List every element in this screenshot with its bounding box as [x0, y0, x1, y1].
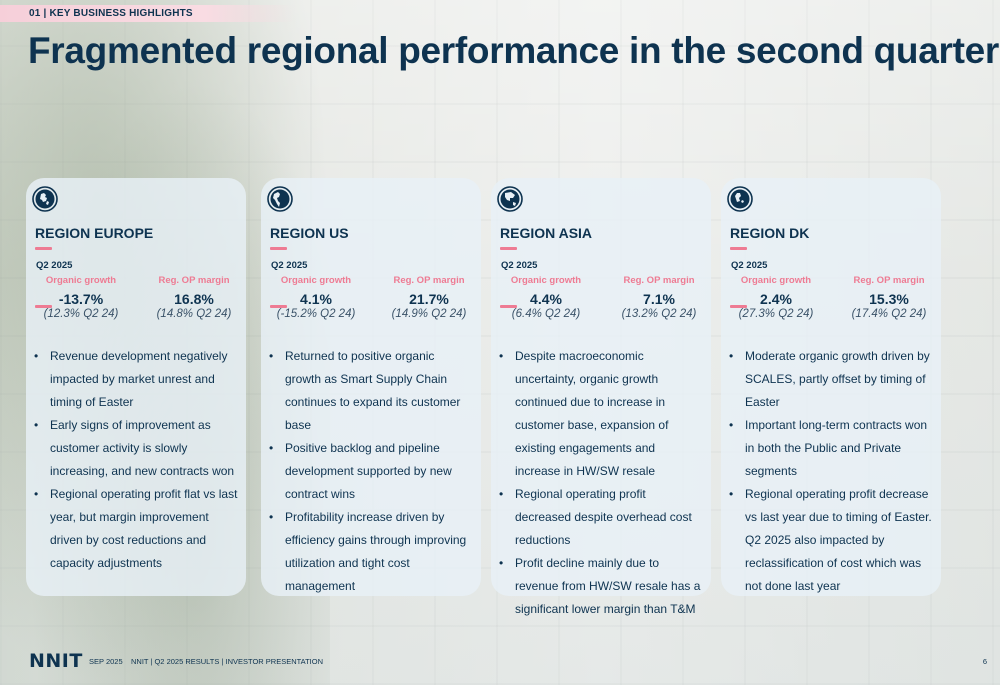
organic-growth-metric: Organic growth 4.4% (6.4% Q2 24) [496, 275, 596, 320]
bullet-item: Profit decline mainly due to revenue fro… [499, 552, 703, 621]
bullet-item: Positive backlog and pipeline developmen… [269, 437, 473, 506]
metric-value: 4.1% [300, 291, 332, 307]
bullet-list: Revenue development negatively impacted … [34, 345, 238, 575]
accent-bar [270, 305, 287, 308]
organic-growth-metric: Organic growth 4.1% (-15.2% Q2 24) [266, 275, 366, 320]
metric-label: Organic growth [280, 275, 352, 286]
footer-date: SEP 2025 [89, 657, 123, 666]
period-label: Q2 2025 [731, 260, 768, 271]
region-name: REGION DK [730, 225, 810, 241]
metric-value: 15.3% [869, 291, 909, 307]
bullet-item: Regional operating profit decreased desp… [499, 483, 703, 552]
op-margin-metric: Reg. OP margin 7.1% (13.2% Q2 24) [609, 275, 709, 320]
period-label: Q2 2025 [271, 260, 308, 271]
globe-americas-icon [267, 186, 293, 212]
metric-prior: (14.8% Q2 24) [156, 308, 232, 320]
metric-label: Reg. OP margin [158, 275, 230, 286]
footer: NNIT SEP 2025 NNIT | Q2 2025 RESULTS | I… [0, 648, 1000, 672]
region-card-asia: REGION ASIA Q2 2025 Organic growth 4.4% … [491, 178, 711, 616]
op-margin-metric: Reg. OP margin 15.3% (17.4% Q2 24) [839, 275, 939, 320]
region-card-dk: REGION DK Q2 2025 Organic growth 2.4% (2… [721, 178, 941, 596]
metric-value: 4.4% [530, 291, 562, 307]
accent-bar [730, 247, 747, 250]
page-number: 6 [982, 657, 987, 666]
metric-value: 16.8% [174, 291, 214, 307]
metric-label: Organic growth [45, 275, 117, 286]
organic-growth-metric: Organic growth -13.7% (12.3% Q2 24) [31, 275, 131, 320]
metric-prior: (17.4% Q2 24) [851, 308, 927, 320]
period-label: Q2 2025 [501, 260, 538, 271]
nnit-logo: NNIT [29, 650, 83, 672]
bullet-item: Regional operating profit flat vs last y… [34, 483, 238, 575]
globe-denmark-icon [727, 186, 753, 212]
region-card-europe: REGION EUROPE Q2 2025 Organic growth -13… [26, 178, 246, 596]
metric-prior: (-15.2% Q2 24) [276, 308, 356, 320]
metric-prior: (6.4% Q2 24) [511, 308, 581, 320]
bullet-item: Important long-term contracts won in bot… [729, 414, 933, 483]
metric-value: 2.4% [760, 291, 792, 307]
accent-bar [35, 305, 52, 308]
section-tag: 01 | KEY BUSINESS HIGHLIGHTS [0, 5, 295, 22]
globe-europe-icon [32, 186, 58, 212]
bullet-item: Profitability increase driven by efficie… [269, 506, 473, 598]
region-name: REGION EUROPE [35, 225, 154, 241]
metric-label: Organic growth [510, 275, 582, 286]
metric-label: Organic growth [740, 275, 812, 286]
bullet-list: Moderate organic growth driven by SCALES… [729, 345, 933, 598]
metric-prior: (27.3% Q2 24) [738, 308, 814, 320]
page-title: Fragmented regional performance in the s… [28, 30, 999, 71]
accent-bar [270, 247, 287, 250]
metric-value: 21.7% [409, 291, 449, 307]
bullet-item: Revenue development negatively impacted … [34, 345, 238, 414]
metric-prior: (14.9% Q2 24) [391, 308, 467, 320]
metric-label: Reg. OP margin [853, 275, 925, 286]
metric-prior: (12.3% Q2 24) [43, 308, 119, 320]
op-margin-metric: Reg. OP margin 16.8% (14.8% Q2 24) [144, 275, 244, 320]
region-name: REGION ASIA [500, 225, 593, 241]
period-label: Q2 2025 [36, 260, 73, 271]
bullet-item: Moderate organic growth driven by SCALES… [729, 345, 933, 414]
metric-label: Reg. OP margin [393, 275, 465, 286]
footer-document: NNIT | Q2 2025 RESULTS | INVESTOR PRESEN… [131, 657, 324, 666]
metric-prior: (13.2% Q2 24) [621, 308, 697, 320]
bullet-item: Early signs of improvement as customer a… [34, 414, 238, 483]
bullet-list: Despite macroeconomic uncertainty, organ… [499, 345, 703, 621]
accent-bar [500, 247, 517, 250]
bullet-list: Returned to positive organic growth as S… [269, 345, 473, 598]
accent-bar [730, 305, 747, 308]
metric-value: 7.1% [643, 291, 675, 307]
accent-bar [35, 247, 52, 250]
globe-asia-icon [497, 186, 523, 212]
bullet-item: Despite macroeconomic uncertainty, organ… [499, 345, 703, 483]
region-name: REGION US [270, 225, 349, 241]
region-card-us: REGION US Q2 2025 Organic growth 4.1% (-… [261, 178, 481, 596]
bullet-item: Regional operating profit decrease vs la… [729, 483, 933, 598]
op-margin-metric: Reg. OP margin 21.7% (14.9% Q2 24) [379, 275, 479, 320]
accent-bar [500, 305, 517, 308]
organic-growth-metric: Organic growth 2.4% (27.3% Q2 24) [726, 275, 826, 320]
metric-value: -13.7% [58, 291, 104, 307]
bullet-item: Returned to positive organic growth as S… [269, 345, 473, 437]
metric-label: Reg. OP margin [623, 275, 695, 286]
